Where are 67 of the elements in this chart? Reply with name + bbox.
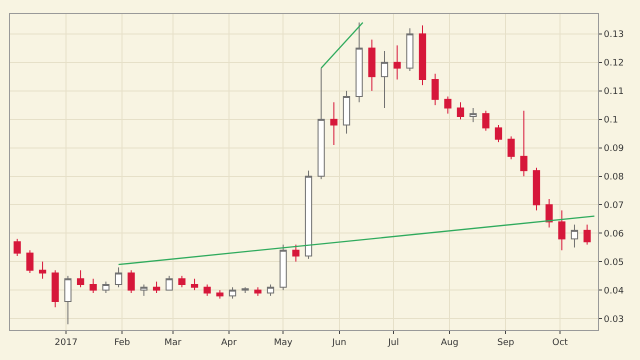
y-tick-label: 0.07 [604,200,624,211]
y-tick-label: 0.08 [604,172,624,182]
y-tick-label: 0.06 [604,229,624,240]
candlestick [76,270,84,288]
candlestick [292,244,300,262]
candlestick [584,224,591,246]
candlestick [228,286,236,300]
candlestick [64,275,72,325]
x-tick-label: Aug [440,338,458,348]
candlestick [494,124,502,143]
candlestick [444,96,452,114]
x-tick-label: May [274,338,294,348]
y-tick-label: 0.05 [604,258,624,268]
candlestick [318,68,325,180]
x-tick-label: Oct [552,338,568,348]
y-tick-label: 0.04 [604,286,624,296]
candlestick [190,278,198,291]
candlestick [114,266,122,288]
candlestick [418,24,426,86]
x-tick-label: Apr [221,338,237,348]
candlestick [280,244,287,291]
candlestick [342,90,350,134]
candlestick [254,286,262,296]
candlestick [508,136,515,160]
x-tick-label: Jun [331,338,346,348]
candlestick [406,28,414,72]
candlestick [520,110,528,177]
candlestick [204,284,211,296]
y-tick-label: 0.09 [604,144,624,154]
candlestick [178,275,186,288]
candlestick [432,73,439,106]
x-tick-label: Jul [387,338,399,348]
candlestick [216,290,224,300]
candlestick [394,44,401,80]
x-tick-label: Sep [497,338,514,348]
candlestick [304,170,312,260]
candlestick [38,261,46,280]
candlestick [102,281,110,294]
x-tick-label: Mar [164,338,182,348]
candlestick [330,102,338,146]
candlestick [166,275,173,291]
y-tick-label: 0.11 [604,87,624,98]
candlestick [242,286,249,294]
candlestick [482,110,490,132]
candlestick [52,270,59,308]
candlestick [140,284,148,296]
candlestick [470,107,477,123]
x-tick-label: 2017 [54,338,78,348]
candlestick [570,224,578,248]
candlestick [368,39,376,92]
candlestick [356,22,363,103]
y-tick-label: 0.03 [604,314,624,325]
candlestick [546,198,553,228]
y-tick-label: 0.12 [604,58,624,69]
candlestick [532,167,540,211]
candlestick [456,102,464,120]
candlestick [558,210,566,251]
y-tick-label: 0.1 [604,115,618,126]
candlestick [26,250,34,274]
x-tick-label: Feb [114,338,130,348]
candlestick [14,238,21,256]
y-tick-label: 0.13 [604,30,624,40]
candlestick [128,270,135,294]
candlestick [90,278,97,294]
candlestick [380,50,388,108]
candlestick [266,284,274,296]
candlestick [152,281,160,294]
